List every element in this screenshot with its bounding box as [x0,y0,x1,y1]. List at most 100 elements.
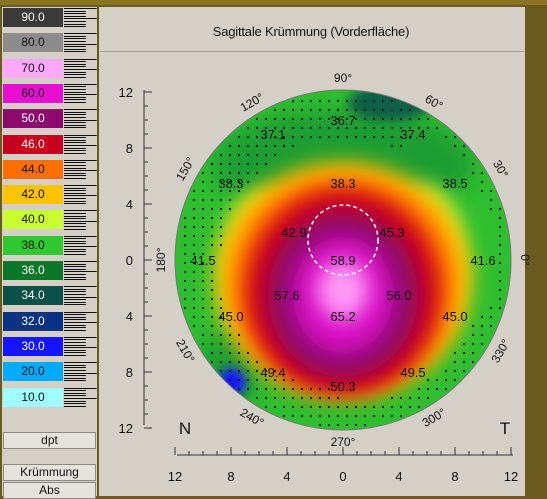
map-title: Sagittale Krümmung (Vorderfläche) [212,24,410,39]
legend-value: 38.0 [3,235,63,255]
curvature-surface [175,90,511,430]
x-tick-label: 8 [227,469,234,484]
angle-label: 90° [334,71,352,85]
x-tick-label: 12 [504,469,518,484]
x-tick-label: 4 [283,469,290,484]
legend-ticks [64,336,97,357]
legend-step: 38.0 [2,235,97,256]
legend-value: 30.0 [3,336,63,356]
curvature-value: 37.1 [260,127,285,142]
curvature-value: 42.9 [281,225,306,240]
temporal-label: T [500,419,510,438]
curvature-value: 45.3 [379,225,404,240]
legend-value: 70.0 [3,58,63,78]
cornea-outline [174,89,512,431]
x-tick-label: 8 [451,469,458,484]
legend-value: 50.0 [3,109,63,129]
angle-label: 270° [331,435,356,449]
edge-dot-pattern [183,99,502,427]
legend-value: 34.0 [3,286,63,306]
legend-value: 90.0 [3,8,63,27]
curvature-value: 58.9 [330,253,355,268]
y-tick-label: 8 [126,141,133,156]
legend-step: 90.0 [2,7,97,28]
curvature-value: 41.5 [190,253,215,268]
legend-ticks [64,7,97,28]
curvature-value: 41.6 [470,253,495,268]
angle-label: 0° [518,254,532,266]
legend-value: 60.0 [3,83,63,103]
legend-ticks [64,32,97,53]
legend-ticks [64,361,97,382]
legend-step: 30.0 [2,336,97,357]
legend-value: 42.0 [3,185,63,205]
legend-ticks [64,134,97,155]
legend-value: 40.0 [3,210,63,230]
angle-label: 60° [423,92,446,113]
curvature-value: 56.0 [386,288,411,303]
top-border [0,0,547,5]
legend-mode: Krümmung [3,464,96,481]
y-tick-label: 4 [126,197,133,212]
y-tick-label: 8 [126,365,133,380]
curvature-value: 57.6 [274,288,299,303]
curvature-value: 38.5 [442,176,467,191]
curvature-value: 45.0 [218,309,243,324]
x-tick-label: 0 [339,469,346,484]
legend-step: 70.0 [2,58,97,79]
angle-label: 180° [154,247,168,272]
pupil-outline [307,204,379,276]
legend-step: 36.0 [2,260,97,281]
legend-step: 32.0 [2,311,97,332]
y-tick-label: 12 [119,421,133,436]
legend-step: 46.0 [2,134,97,155]
legend-step: 80.0 [2,32,97,53]
legend-ticks [64,108,97,129]
curvature-value: 38.3 [330,176,355,191]
legend-ticks [64,58,97,79]
curvature-value: 45.0 [442,309,467,324]
legend-ticks [64,235,97,256]
angle-label: 210° [173,337,198,366]
nasal-label: N [179,419,191,438]
legend-ticks [64,311,97,332]
y-tick-label: 0 [126,253,133,268]
legend-scale: Abs [3,482,96,499]
legend-step: 40.0 [2,209,97,230]
color-scale-legend: 90.0 80.0 70.0 60.0 50.0 46.0 44.0 42.0 40.0 38.0… [2,7,97,499]
legend-step: 50.0 [2,108,97,129]
angle-label: 30° [490,158,511,181]
legend-value: 44.0 [3,159,63,179]
curvature-value: 49.5 [400,365,425,380]
angle-label: 330° [488,337,513,366]
legend-value: 10.0 [3,387,63,407]
legend-step: 10.0 [2,387,97,408]
legend-step: 42.0 [2,184,97,205]
legend-ticks [64,260,97,281]
legend-value: 20.0 [3,362,63,382]
y-tick-label: 12 [119,85,133,100]
curvature-value: 37.4 [400,127,425,142]
legend-unit: dpt [3,432,96,449]
curvature-value: 50.3 [330,379,355,394]
legend-ticks [64,209,97,230]
legend-value: 46.0 [3,134,63,154]
legend-ticks [64,387,97,408]
x-tick-label: 4 [395,469,402,484]
curvature-value: 49.4 [260,365,285,380]
x-tick-label: 12 [168,469,182,484]
legend-step: 60.0 [2,83,97,104]
curvature-value: 36.7 [330,113,355,128]
legend-ticks [64,159,97,180]
legend-ticks [64,83,97,104]
title-divider [100,51,524,52]
legend-step: 20.0 [2,361,97,382]
legend-ticks [64,184,97,205]
legend-step: 44.0 [2,159,97,180]
curvature-value: 38.3 [218,176,243,191]
right-border [525,7,547,496]
y-tick-label: 4 [126,309,133,324]
legend-step: 34.0 [2,285,97,306]
legend-value: 80.0 [3,33,63,53]
